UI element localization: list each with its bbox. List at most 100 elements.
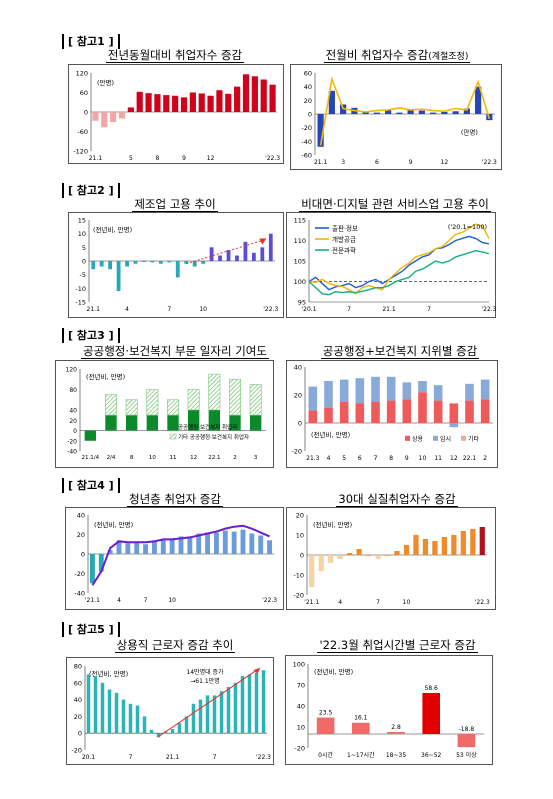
x-tick-label: 4 bbox=[327, 455, 331, 462]
y-tick-label: 95 bbox=[298, 299, 306, 307]
section-label-3: [ 참고3 ] bbox=[62, 328, 120, 343]
x-tick-label: 4 bbox=[338, 599, 342, 606]
bar bbox=[92, 112, 99, 121]
y-tick-label: 20 bbox=[74, 713, 82, 721]
bar bbox=[470, 529, 476, 555]
bar bbox=[365, 555, 372, 556]
bar bbox=[198, 93, 205, 112]
bar bbox=[243, 241, 248, 261]
y-tick-label: 80 bbox=[74, 663, 82, 671]
chart-svg-1: 120 60 0 -60 -120 (만명) 21.1 5 8 9 12 '22.3 bbox=[73, 70, 280, 163]
bar-segment-임시 bbox=[465, 383, 474, 401]
x-tick-label: 6 bbox=[358, 455, 362, 462]
x-tick-label: 7 bbox=[347, 306, 351, 313]
chart-title-5: 공공행정·보건복지 부문 일자리 기여도 bbox=[81, 344, 269, 359]
bar bbox=[235, 255, 239, 261]
y-tick-label: -20 bbox=[291, 448, 302, 456]
bar-segment-임시 bbox=[371, 376, 380, 402]
x-tick-label: 3 bbox=[341, 159, 345, 166]
x-tick-label: 5 bbox=[129, 155, 133, 162]
bar bbox=[240, 529, 246, 554]
bar bbox=[337, 555, 343, 559]
bar bbox=[269, 84, 276, 112]
bar bbox=[362, 111, 369, 114]
unit-label: (전년비, 만명) bbox=[313, 520, 352, 529]
legend-swatch bbox=[405, 435, 410, 441]
y-tick-label: 100 bbox=[293, 661, 305, 669]
x-tick-label: 7 bbox=[374, 455, 378, 462]
bar bbox=[93, 676, 98, 734]
bar bbox=[160, 540, 166, 554]
bar bbox=[91, 261, 96, 270]
legend-label: 임시 bbox=[440, 435, 451, 443]
bar bbox=[169, 539, 175, 554]
unit-label: (전년비, 만명) bbox=[93, 225, 132, 234]
bar-segment-1 bbox=[167, 415, 179, 431]
bar-segment-임시 bbox=[433, 385, 443, 401]
chart-box-2: 60 40 20 0 -20 -40 -60 (만명) 21.1 3 6 9 12 '22.3 bbox=[290, 64, 502, 170]
chart-title-10: '22.3월 취업시간별 근로자 증감 bbox=[317, 638, 478, 653]
bar bbox=[127, 107, 134, 112]
bar bbox=[101, 112, 108, 128]
section-label-1: [ 참고1 ] bbox=[62, 34, 120, 49]
bar-segment-상용 bbox=[308, 410, 318, 423]
bar-segment-2 bbox=[146, 389, 159, 416]
x-tick-label: 12 bbox=[441, 159, 449, 166]
bar bbox=[384, 555, 391, 556]
y-tick-label: 0 bbox=[308, 111, 312, 119]
bar bbox=[133, 261, 138, 264]
bar-segment-2 bbox=[125, 399, 138, 416]
bar bbox=[452, 111, 459, 114]
chart-title-4: 비대면·디지털 관련 서비스업 고용 추이 bbox=[299, 197, 491, 212]
bar bbox=[163, 95, 170, 112]
y-tick-label: -20 bbox=[71, 747, 82, 755]
unit-label: (만명) bbox=[97, 78, 114, 87]
y-tick-label: -20 bbox=[293, 592, 304, 600]
bar bbox=[191, 703, 196, 734]
bar bbox=[225, 93, 232, 112]
y-tick-label: 10 bbox=[78, 230, 86, 238]
bar bbox=[242, 74, 250, 112]
y-tick-label: 120 bbox=[66, 367, 78, 374]
data-label: 23.5 bbox=[319, 710, 333, 717]
bar bbox=[216, 90, 223, 112]
bar-segment-상용 bbox=[386, 400, 396, 423]
x-tick-label: 2 bbox=[483, 455, 487, 462]
chart-box-6: 40 20 0 -20 21.3 4 5 6 7 8 9 10 11 12 22.1 2 (전년비, 만명) 상용… bbox=[286, 360, 498, 468]
bar bbox=[213, 532, 219, 554]
x-tick-label: 6 bbox=[375, 159, 379, 166]
y-tick-label: 100 bbox=[294, 278, 306, 286]
y-tick-label: 0 bbox=[73, 428, 77, 435]
chart-title-9: 상용직 근로자 증감 추이 bbox=[114, 638, 236, 653]
bar bbox=[233, 682, 238, 734]
bar bbox=[240, 676, 245, 734]
bar-segment-상용 bbox=[418, 392, 427, 423]
bar bbox=[108, 261, 113, 270]
bar bbox=[180, 97, 188, 112]
bar bbox=[475, 86, 482, 114]
bar bbox=[151, 540, 157, 554]
y-tick-label: -20 bbox=[301, 124, 312, 132]
bar bbox=[142, 716, 147, 734]
bar-segment-임시 bbox=[402, 382, 412, 400]
unit-label: (전년비, 만명) bbox=[314, 667, 353, 676]
chart-svg-9: 80 60 40 20 0 -20 (전년비, 만명) 14만명대 증가→61.1만명 20.1… bbox=[71, 663, 271, 762]
bar bbox=[116, 540, 122, 554]
bar bbox=[451, 535, 457, 555]
bar bbox=[387, 732, 405, 734]
bar-segment-2 bbox=[229, 378, 241, 416]
bar-segment-임시 bbox=[324, 381, 333, 408]
x-tick-label: 7 bbox=[167, 306, 171, 313]
bar-segment-임시 bbox=[449, 423, 459, 428]
x-tick-label: '22.3 bbox=[482, 159, 497, 166]
bar bbox=[234, 86, 241, 112]
chart-title-8: 30대 실질취업자수 증감 bbox=[336, 492, 458, 507]
unit-label: (전년비, 만명) bbox=[311, 430, 350, 439]
bar bbox=[418, 110, 425, 114]
y-tick-label: 40 bbox=[304, 83, 312, 91]
chart-title-1: 전년동월대비 취업자수 증감 bbox=[105, 48, 245, 63]
legend-swatch bbox=[433, 435, 438, 441]
bar bbox=[218, 255, 222, 261]
y-tick-label: -40 bbox=[301, 138, 312, 146]
legend-label: 개발공급 bbox=[332, 235, 356, 244]
